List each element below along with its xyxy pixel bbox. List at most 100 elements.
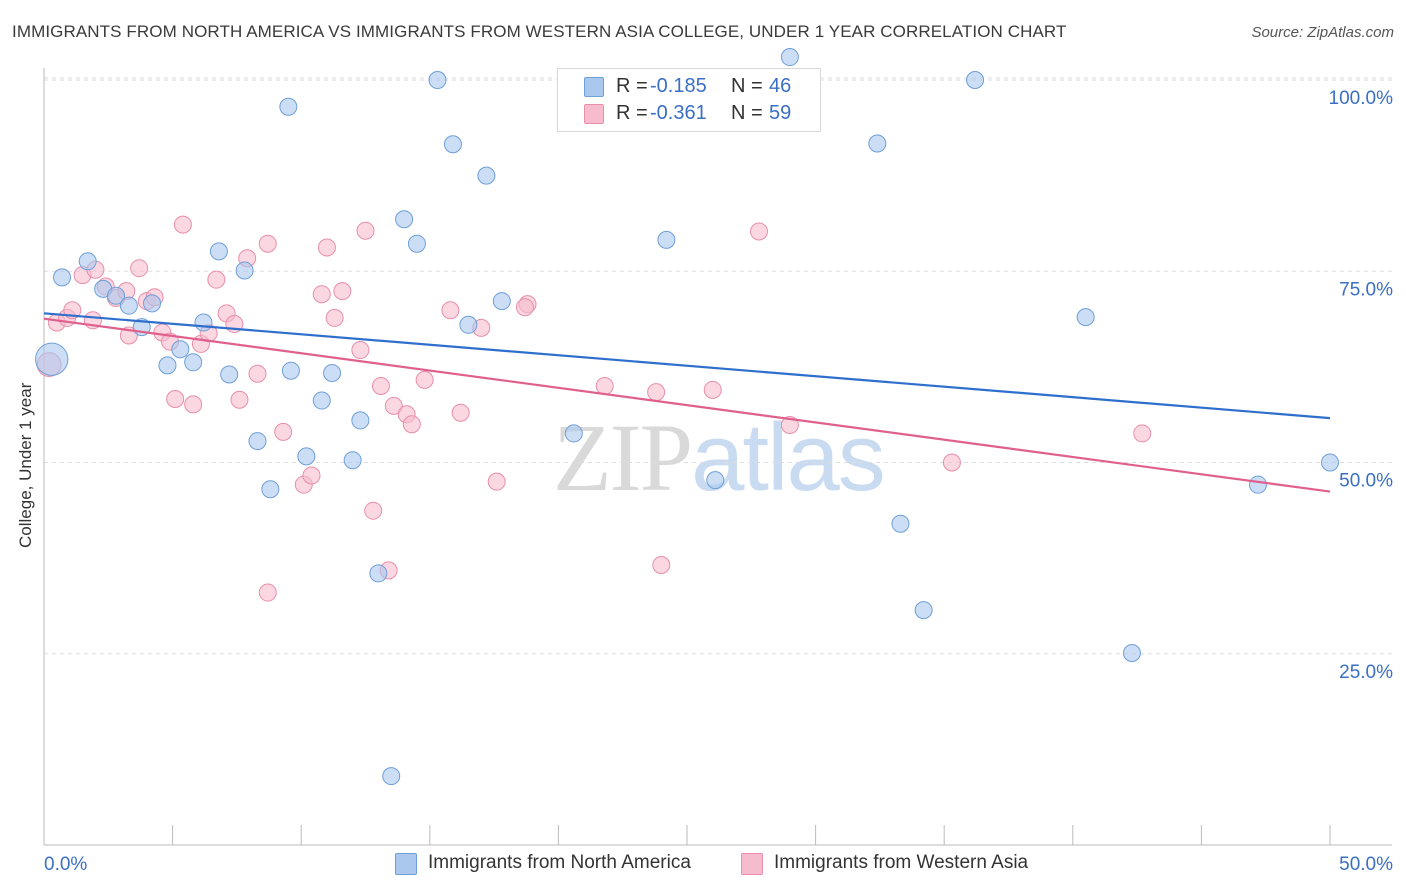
legend-n-value: 59 <box>769 102 792 124</box>
data-point-north-america <box>868 134 887 153</box>
data-point-north-america <box>235 261 254 280</box>
data-point-north-america <box>248 432 267 451</box>
legend-swatch-pink <box>584 104 604 124</box>
data-point-western-asia <box>258 234 277 253</box>
data-point-north-america <box>119 296 138 315</box>
data-point-western-asia <box>487 472 506 491</box>
legend-r-value: -0.361 <box>650 102 707 124</box>
legend-r-value: -0.185 <box>650 75 707 97</box>
chart-title: IMMIGRANTS FROM NORTH AMERICA VS IMMIGRA… <box>12 22 1067 41</box>
data-point-north-america <box>780 48 799 67</box>
data-point-north-america <box>1248 475 1267 494</box>
data-point-western-asia <box>441 301 460 320</box>
data-point-north-america <box>492 292 511 311</box>
data-point-north-america <box>477 166 496 185</box>
x-tick-label: 50.0% <box>1339 854 1393 875</box>
data-point-western-asia <box>166 390 185 409</box>
data-point-western-asia <box>312 285 331 304</box>
data-point-western-asia <box>356 221 375 240</box>
data-point-north-america <box>351 411 370 430</box>
data-point-north-america <box>1122 643 1141 662</box>
data-point-north-america <box>966 71 985 89</box>
watermark: ZIPatlas <box>553 402 886 513</box>
bottom-legend-label: Immigrants from North America <box>428 852 691 873</box>
data-point-western-asia <box>942 453 961 472</box>
legend-swatch-blue <box>584 77 604 97</box>
data-point-western-asia <box>230 390 249 409</box>
data-point-north-america <box>369 564 388 583</box>
data-point-western-asia <box>258 583 277 602</box>
data-point-north-america <box>312 391 331 410</box>
data-point-western-asia <box>384 396 403 415</box>
data-point-north-america <box>261 480 280 499</box>
bottom-legend-swatch-blue <box>395 853 417 875</box>
data-point-western-asia <box>333 282 352 301</box>
data-point-north-america <box>706 471 725 490</box>
legend-n-label: N = <box>731 102 763 124</box>
data-point-north-america <box>107 286 126 305</box>
data-point-north-america <box>395 210 414 229</box>
grid-layer <box>44 77 1392 655</box>
data-point-western-asia <box>130 259 149 278</box>
data-point-north-america <box>443 135 462 154</box>
data-point-north-america <box>279 97 298 116</box>
data-point-western-asia <box>184 395 203 414</box>
legend-n-value: 46 <box>769 75 792 97</box>
data-point-north-america <box>143 294 162 313</box>
legend-r-label: R = <box>616 75 648 97</box>
data-point-western-asia <box>371 377 390 395</box>
legend-r-label: R = <box>616 102 648 124</box>
data-point-north-america <box>78 252 97 271</box>
x-tick-label: 0.0% <box>44 854 87 875</box>
data-point-north-america <box>459 315 478 334</box>
data-point-north-america <box>184 353 203 372</box>
trend-line-western-asia <box>43 317 1331 493</box>
data-point-north-america <box>891 514 910 533</box>
data-point-western-asia <box>780 416 799 435</box>
data-point-north-america <box>158 356 177 375</box>
data-point-north-america <box>323 363 342 382</box>
legend-n-label: N = <box>731 75 763 97</box>
bottom-legend-swatch-pink <box>741 853 763 875</box>
data-point-north-america <box>1076 308 1095 327</box>
data-point-western-asia <box>703 380 722 399</box>
data-point-western-asia <box>317 238 336 257</box>
y-tick-label: 75.0% <box>1339 279 1393 300</box>
data-point-western-asia <box>515 298 534 317</box>
bottom-legend-label: Immigrants from Western Asia <box>774 852 1029 873</box>
axis-layer <box>43 68 1392 846</box>
data-point-north-america <box>281 361 300 380</box>
trend-line-north-america <box>43 312 1331 420</box>
data-point-western-asia <box>652 556 671 575</box>
data-point-north-america <box>194 313 213 332</box>
data-point-western-asia <box>595 377 614 395</box>
data-point-western-asia <box>402 415 421 434</box>
data-point-north-america <box>297 447 316 466</box>
data-point-north-america <box>209 242 228 261</box>
data-point-western-asia <box>351 341 370 360</box>
trend-layer <box>43 312 1331 493</box>
data-point-north-america <box>171 340 190 359</box>
data-point-north-america <box>35 342 69 376</box>
y-tick-label: 50.0% <box>1339 471 1393 492</box>
label-layer: 25.0% 50.0% 75.0% 100.0% 0.0% 50.0% <box>44 88 1393 875</box>
data-point-western-asia <box>325 308 344 327</box>
data-point-north-america <box>343 451 362 470</box>
data-point-western-asia <box>248 364 267 383</box>
y-tick-label: 25.0% <box>1339 662 1393 683</box>
data-point-western-asia <box>415 370 434 389</box>
data-point-western-asia <box>302 466 321 485</box>
watermark-zip: ZIP <box>553 404 693 511</box>
data-point-north-america <box>220 365 239 384</box>
data-point-north-america <box>657 230 676 249</box>
data-point-north-america <box>914 601 933 620</box>
data-point-western-asia <box>207 270 226 289</box>
data-point-western-asia <box>274 422 293 441</box>
point-layer <box>35 48 1339 786</box>
data-point-western-asia <box>647 383 666 402</box>
data-point-north-america <box>407 234 426 253</box>
data-point-north-america <box>382 767 401 786</box>
data-point-western-asia <box>750 222 769 241</box>
data-point-western-asia <box>173 215 192 234</box>
